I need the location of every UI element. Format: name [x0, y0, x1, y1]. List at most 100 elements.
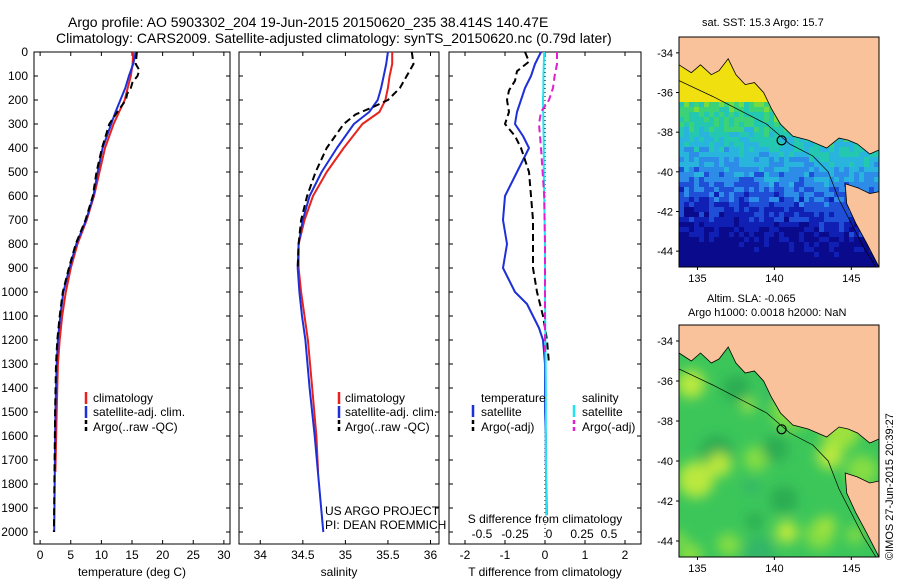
sst-cell: [719, 177, 725, 183]
sst-cell: [859, 262, 865, 267]
sst-cell: [714, 207, 720, 213]
sst-cell: [859, 247, 865, 253]
sst-cell: [709, 247, 715, 253]
sst-cell: [724, 137, 730, 143]
sst-cell: [709, 107, 715, 113]
sst-cell: [819, 252, 825, 258]
sst-cell: [789, 147, 795, 153]
legend-title-salinity: salinity: [582, 391, 619, 405]
sst-cell: [844, 262, 850, 267]
sla-map: [679, 325, 879, 557]
sst-cell: [834, 202, 840, 208]
sst-cell: [794, 237, 800, 243]
sst-cell: [679, 192, 685, 198]
sst-cell: [864, 182, 870, 188]
sst-cell: [789, 177, 795, 183]
sst-cell: [764, 157, 770, 163]
sst-cell: [784, 202, 790, 208]
sst-cell: [809, 187, 815, 193]
sst-cell: [794, 187, 800, 193]
sst-cell: [814, 232, 820, 238]
sst-cell: [804, 172, 810, 178]
sst-cell: [734, 112, 740, 118]
sst-cell: [769, 152, 775, 158]
y-tick-label: 100: [8, 69, 28, 83]
sst-cell: [694, 232, 700, 238]
map-y-tick-label: -42: [657, 206, 673, 218]
sst-cell: [699, 172, 705, 178]
sst-cell: [679, 77, 685, 83]
sst-cell: [759, 127, 765, 133]
sst-cell: [754, 237, 760, 243]
sst-cell: [769, 182, 775, 188]
salinity-legend: climatology satellite-adj. clim. Argo(..…: [337, 391, 437, 434]
sst-cell: [814, 257, 820, 263]
sst-cell: [824, 217, 830, 223]
sst-cell: [759, 157, 765, 163]
sst-cell: [874, 152, 879, 158]
sst-cell: [679, 142, 685, 148]
sst-cell: [709, 157, 715, 163]
sst-cell: [864, 247, 870, 253]
sst-cell: [709, 147, 715, 153]
sst-cell: [739, 137, 745, 143]
sst-cell: [719, 262, 725, 267]
sst-cell: [749, 87, 755, 93]
sst-cell: [774, 247, 780, 253]
sst-cell: [824, 167, 830, 173]
sst-cell: [714, 232, 720, 238]
sst-cell: [719, 152, 725, 158]
sst-cell: [794, 142, 800, 148]
sst-cell: [734, 117, 740, 123]
sst-cell: [699, 82, 705, 88]
sst-cell: [734, 142, 740, 148]
sst-cell: [724, 127, 730, 133]
sst-cell: [874, 172, 879, 178]
sst-cell: [834, 222, 840, 228]
sst-cell: [729, 107, 735, 113]
sst-cell: [759, 122, 765, 128]
float-position-marker: [776, 424, 787, 435]
sst-cell: [809, 192, 815, 198]
sst-cell: [734, 182, 740, 188]
sst-cell: [744, 262, 750, 267]
sst-cell: [849, 242, 855, 248]
sst-cell: [809, 252, 815, 258]
sst-cell: [739, 232, 745, 238]
sst-cell: [784, 187, 790, 193]
sst-cell: [829, 182, 835, 188]
sst-cell: [694, 207, 700, 213]
sst-cell: [719, 107, 725, 113]
sst-cell: [694, 237, 700, 243]
sst-cell: [844, 242, 850, 248]
sst-cell: [769, 207, 775, 213]
sst-cell: [729, 82, 735, 88]
sst-cell: [719, 82, 725, 88]
sst-cell: [804, 192, 810, 198]
sst-cell: [744, 237, 750, 243]
sst-cell: [804, 162, 810, 168]
sst-cell: [799, 182, 805, 188]
sst-cell: [744, 232, 750, 238]
sst-cell: [839, 167, 845, 173]
sst-cell: [704, 127, 710, 133]
sst-cell: [749, 172, 755, 178]
sst-cell: [709, 252, 715, 258]
sst-cell: [704, 77, 710, 83]
sst-cell: [759, 142, 765, 148]
sst-cell: [709, 257, 715, 263]
sst-cell: [704, 187, 710, 193]
y-tick-label: 900: [8, 261, 28, 275]
sst-cell: [684, 262, 690, 267]
sst-cell: [754, 202, 760, 208]
sst-cell: [829, 227, 835, 233]
sst-cell: [764, 147, 770, 153]
sst-cell: [809, 197, 815, 203]
sst-cell: [849, 152, 855, 158]
sst-cell: [699, 187, 705, 193]
sst-cell: [779, 237, 785, 243]
sst-cell: [739, 107, 745, 113]
sst-cell: [834, 152, 840, 158]
sst-cell: [839, 217, 845, 223]
sst-cell: [814, 227, 820, 233]
